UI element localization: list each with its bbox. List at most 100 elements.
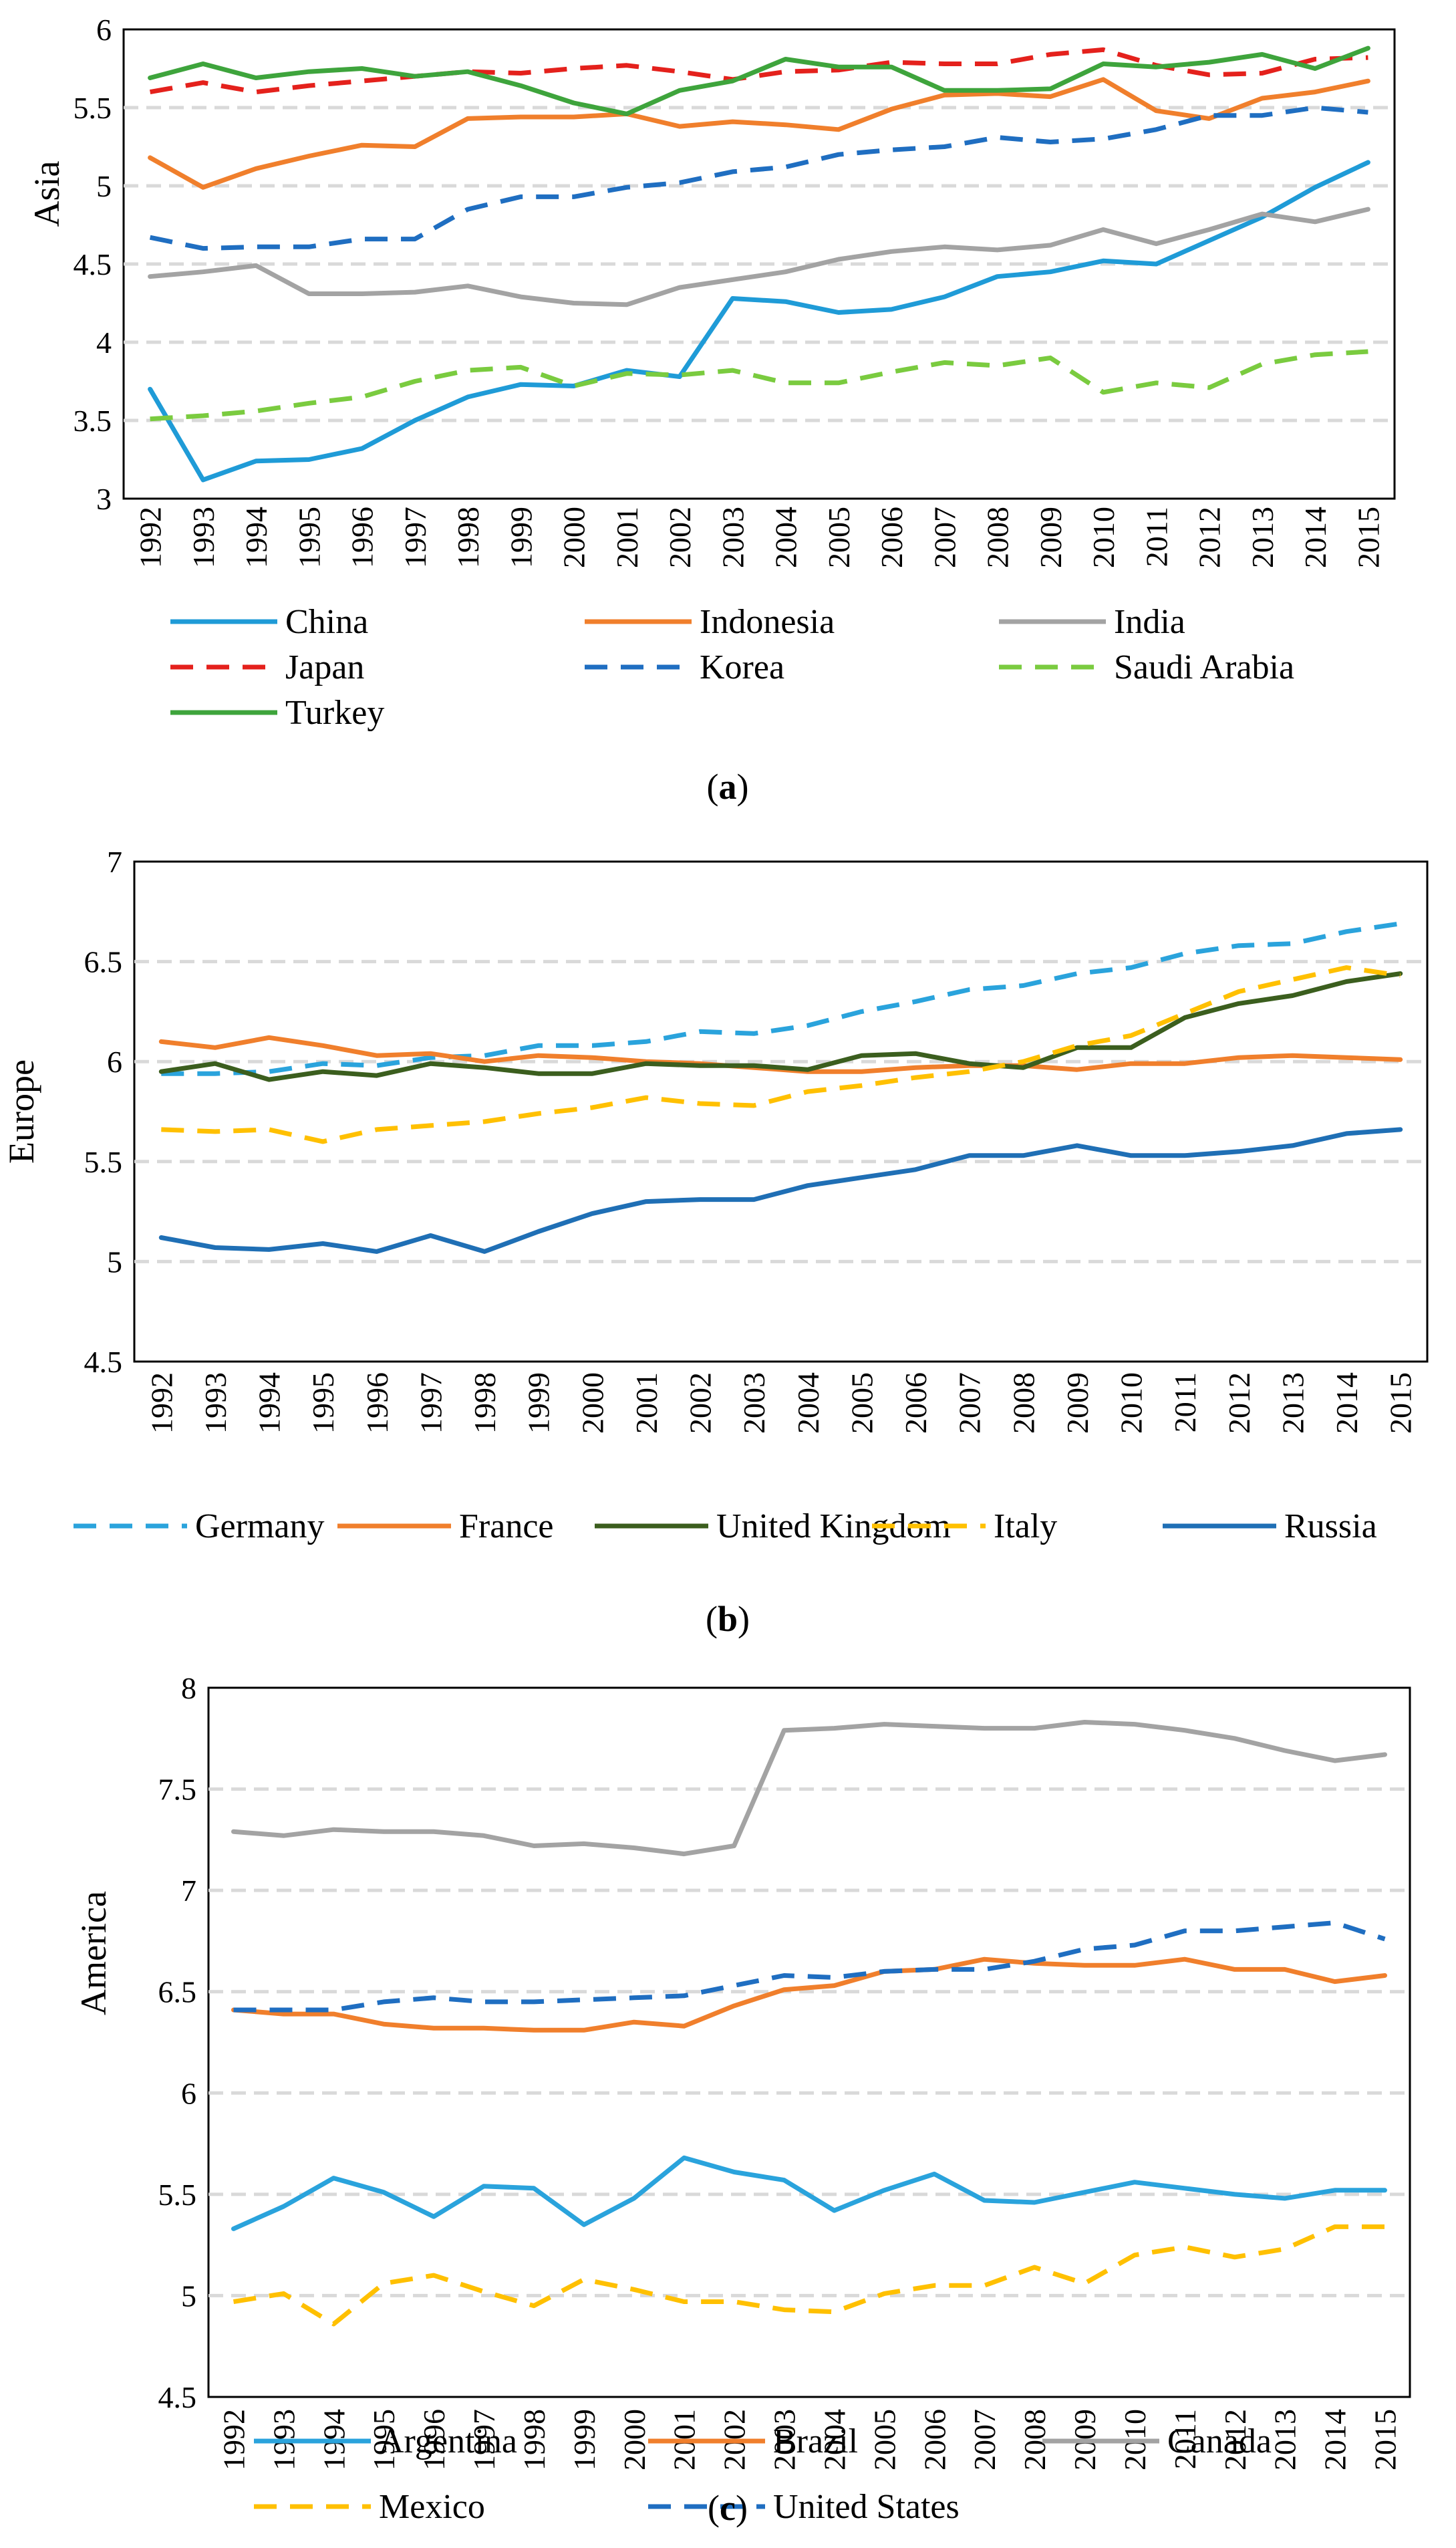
- x-tick-label: 2014: [1318, 2409, 1352, 2470]
- panel-c-series: [231, 1720, 1387, 2327]
- x-tick-label: 2002: [684, 1372, 718, 1434]
- y-tick-label: 6: [181, 2076, 196, 2110]
- legend-item: Indonesia: [585, 603, 835, 641]
- panel-a: 33.544.555.56 1992 1993 1994 1995 1996 1997 19…: [27, 13, 1396, 807]
- legend-item: United States: [648, 2488, 960, 2526]
- x-tick-label: 2012: [1218, 2409, 1252, 2470]
- legend-label: France: [459, 1507, 553, 1545]
- x-tick-label: 1994: [239, 507, 273, 568]
- x-tick-label: 2010: [1115, 1372, 1149, 1434]
- x-tick-label: 2004: [769, 507, 803, 568]
- legend-label: Argentina: [379, 2422, 517, 2460]
- legend-label: India: [1114, 603, 1185, 641]
- y-tick-label: 7: [181, 1874, 196, 1908]
- y-tick-label: 3.5: [74, 404, 112, 438]
- legend-item: Korea: [585, 648, 784, 686]
- legend-item: China: [170, 603, 368, 641]
- x-tick-label: 1995: [367, 2409, 401, 2470]
- legend-label: Indonesia: [700, 603, 835, 641]
- y-tick-label: 3: [96, 482, 112, 516]
- legend-label: United States: [773, 2488, 960, 2526]
- panel-b: 4.555.566.57 1992 1993 1994 1995 1996 1997 199…: [1, 845, 1429, 1639]
- series-line-indonesia: [148, 77, 1370, 190]
- x-tick-label: 2015: [1351, 507, 1385, 568]
- panel-c-y-ticks: 4.5 5 5.5 6 6.5 7 7.5 8: [158, 1671, 197, 2414]
- panel-c-legend: Argentina Brazil Canada Mexico United States: [254, 2422, 1272, 2526]
- x-tick-label: 2006: [899, 1372, 933, 1434]
- panel-b-caption-letter: b: [718, 1599, 738, 1639]
- x-tick-label: 2004: [791, 1372, 825, 1434]
- legend-item: India: [999, 603, 1185, 641]
- panel-b-y-ticks: 4.5 5 5.5 6 6.5 7: [84, 845, 123, 1379]
- series-line-india: [148, 207, 1370, 307]
- x-tick-label: 2004: [817, 2409, 851, 2470]
- panel-a-x-ticks: 1992 1993 1994 1995 1996 1997 1998 1999 2000 2001…: [134, 507, 1386, 568]
- x-tick-label: 2003: [768, 2409, 802, 2470]
- y-tick-label: 5.5: [158, 2178, 197, 2212]
- y-tick-label: 5.5: [84, 1145, 123, 1179]
- x-tick-label: 1992: [216, 2409, 251, 2470]
- y-tick-label: 6: [96, 13, 112, 47]
- y-tick-label: 4.5: [74, 247, 112, 281]
- series-line-russia: [158, 1127, 1403, 1254]
- panel-a-caption-letter: a: [719, 767, 737, 807]
- x-tick-label: 1999: [504, 507, 538, 568]
- legend-item: Russia: [1163, 1507, 1377, 1545]
- x-tick-label: 2005: [845, 1372, 879, 1434]
- x-tick-label: 2002: [663, 507, 697, 568]
- panel-c-plot-area: [207, 1686, 1411, 2398]
- series-line-saudi-arabia: [150, 349, 1368, 422]
- legend-item: Germany: [74, 1507, 324, 1545]
- x-tick-label: 1995: [292, 507, 326, 568]
- panel-c-caption-letter: c: [720, 2488, 736, 2528]
- legend-label: Korea: [700, 648, 784, 686]
- x-tick-label: 1997: [414, 1372, 448, 1434]
- legend-item: Mexico: [254, 2488, 485, 2526]
- x-tick-label: 1995: [306, 1372, 340, 1434]
- x-tick-label: 2003: [737, 1372, 771, 1434]
- y-tick-label: 4: [96, 326, 112, 360]
- y-tick-label: 8: [181, 1671, 196, 1705]
- legend-label: Canada: [1167, 2422, 1272, 2460]
- x-tick-label: 2000: [575, 1372, 609, 1434]
- legend-label: Italy: [994, 1507, 1057, 1545]
- legend-item: Italy: [872, 1507, 1057, 1545]
- panel-a-y-axis-label: Asia: [27, 160, 67, 227]
- panel-b-y-axis-label: Europe: [1, 1059, 41, 1164]
- x-tick-label: 1997: [398, 507, 432, 568]
- x-tick-label: 2013: [1246, 507, 1280, 568]
- x-tick-label: 2000: [557, 507, 591, 568]
- x-tick-label: 2013: [1268, 2409, 1302, 2470]
- panel-c: 4.555.566.577.58 1992 1993 1994 1995 1996 199…: [74, 1671, 1411, 2528]
- panel-a-legend: China Indonesia India Japan Korea Saudi Arabi…: [170, 603, 1294, 732]
- panel-b-plot-area: [133, 860, 1429, 1363]
- legend-item: Japan: [170, 648, 364, 686]
- x-tick-label: 2006: [875, 507, 909, 568]
- x-tick-label: 2011: [1168, 2409, 1202, 2469]
- x-tick-label: 1998: [451, 507, 485, 568]
- y-tick-label: 6.5: [84, 945, 123, 979]
- legend-label: Brazil: [773, 2422, 858, 2460]
- y-tick-label: 6: [107, 1045, 122, 1079]
- x-tick-label: 2013: [1276, 1372, 1310, 1434]
- x-tick-label: 1999: [567, 2409, 601, 2470]
- y-tick-label: 5: [96, 169, 112, 203]
- x-tick-label: 2009: [1060, 1372, 1095, 1434]
- y-tick-label: 5.5: [74, 91, 112, 125]
- x-tick-label: 2005: [822, 507, 856, 568]
- legend-item: Saudi Arabia: [999, 648, 1294, 686]
- x-tick-label: 1997: [467, 2409, 501, 2470]
- series-line-brazil: [231, 1956, 1387, 2033]
- x-tick-label: 2014: [1330, 1372, 1364, 1434]
- x-tick-label: 2012: [1193, 507, 1227, 568]
- x-tick-label: 1996: [417, 2409, 451, 2470]
- panel-a-caption: (a): [707, 767, 749, 807]
- legend-label: Mexico: [379, 2488, 485, 2526]
- x-tick-label: 2000: [617, 2409, 651, 2470]
- legend-item: United Kingdom: [595, 1507, 951, 1545]
- legend-label: Japan: [285, 648, 364, 686]
- panel-a-gridlines: [124, 106, 1395, 422]
- legend-item: Canada: [1042, 2422, 1272, 2460]
- panel-c-gridlines: [208, 1787, 1410, 2297]
